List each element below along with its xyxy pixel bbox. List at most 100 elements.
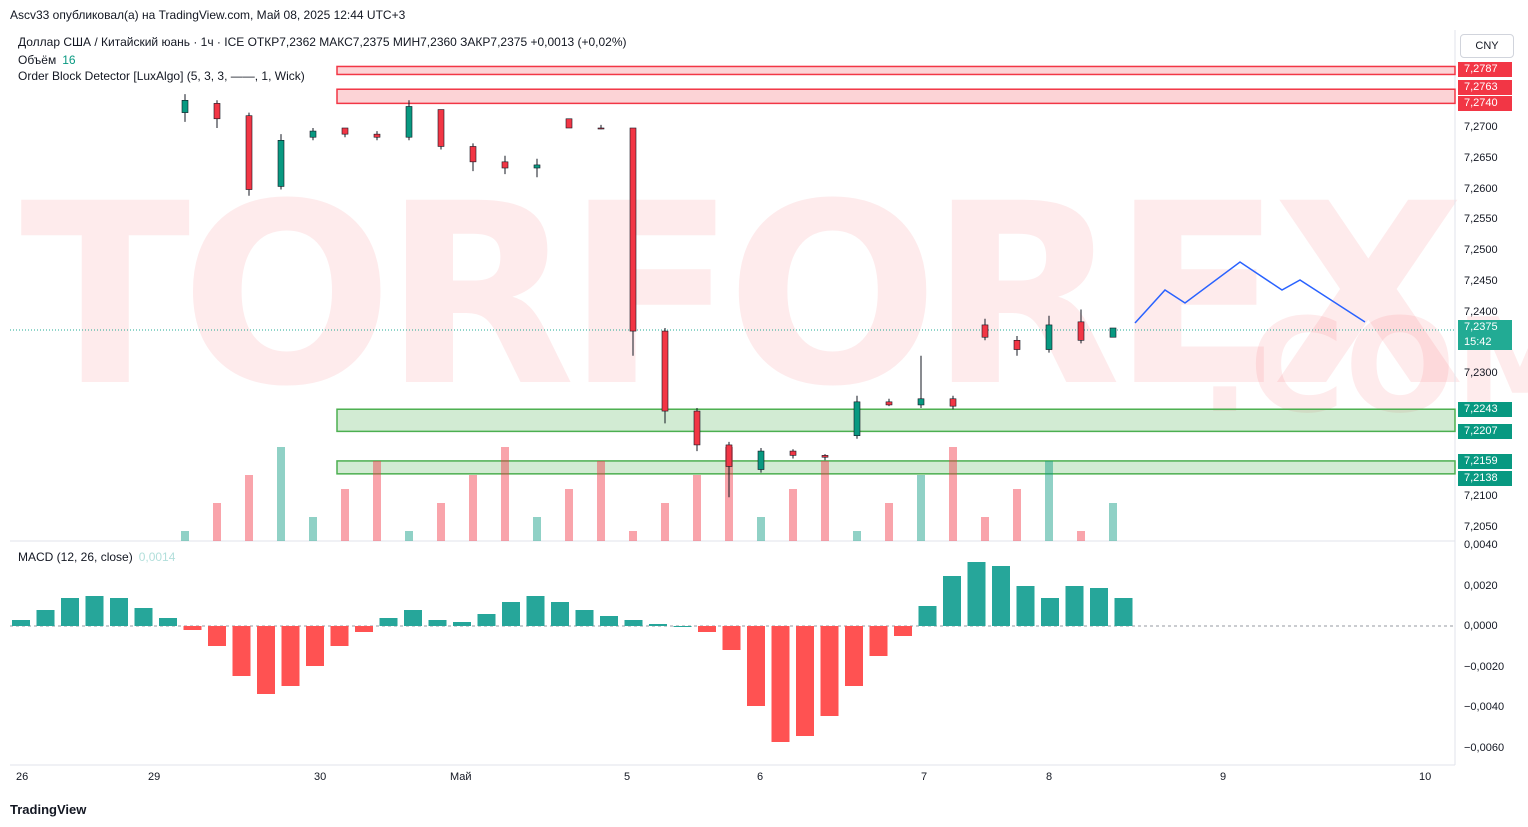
candle-body — [1109, 327, 1117, 338]
volume-bar — [1077, 531, 1085, 541]
macd-bar — [1065, 586, 1084, 626]
macd-tick: 0,0020 — [1464, 579, 1498, 592]
price-tag: 7,2138 — [1458, 471, 1512, 486]
volume-bar — [917, 475, 925, 541]
volume-bar — [789, 489, 797, 541]
price-tag: 7,2763 — [1458, 80, 1512, 95]
volume-bar — [1109, 503, 1117, 541]
macd-bar — [1041, 598, 1059, 626]
candle-body — [789, 450, 797, 456]
macd-bar — [551, 602, 569, 626]
macd-bar — [722, 626, 741, 650]
macd-bar — [869, 626, 888, 656]
macd-bar — [159, 618, 177, 626]
volume-bar — [501, 447, 509, 541]
price-tick: 7,2450 — [1464, 274, 1498, 287]
macd-bar — [943, 576, 961, 626]
candle-body — [181, 100, 189, 113]
macd-bar — [796, 626, 814, 736]
forecast-path — [1134, 261, 1366, 324]
volume-bar — [885, 503, 893, 541]
candle-body — [373, 133, 381, 138]
macd-bar — [649, 624, 667, 626]
volume-bar — [533, 517, 541, 541]
candle-body — [277, 140, 285, 187]
macd-bar — [379, 618, 398, 626]
macd-bar — [306, 626, 324, 666]
candle-body — [341, 127, 349, 135]
tradingview-logo[interactable]: TradingView — [10, 802, 87, 817]
candle-body — [917, 398, 925, 406]
macd-bar — [232, 626, 251, 676]
volume-bar — [757, 517, 765, 541]
time-tick: Май — [450, 771, 472, 783]
indicator-legend[interactable]: Order Block Detector [LuxAlgo] (5, 3, 3,… — [18, 69, 305, 83]
candle-body — [309, 130, 317, 138]
macd-bar — [918, 606, 937, 626]
time-tick: 8 — [1046, 771, 1053, 783]
candle-body — [981, 324, 989, 338]
macd-bar — [281, 626, 300, 686]
publisher-line: Ascv33 опубликовал(а) на TradingView.com… — [10, 8, 406, 22]
macd-bar — [624, 620, 643, 626]
volume-bar — [661, 503, 669, 541]
order-block — [336, 88, 1456, 105]
candle-body — [437, 109, 445, 147]
macd-bar — [85, 596, 104, 626]
macd-legend[interactable]: MACD (12, 26, close) 0,0014 — [18, 550, 176, 564]
macd-bar — [1016, 586, 1035, 626]
order-block — [336, 408, 1456, 433]
volume-bar — [1013, 489, 1021, 541]
volume-bar — [853, 531, 861, 541]
price-tick: 7,2100 — [1464, 490, 1498, 503]
candle-body — [1013, 340, 1021, 350]
time-tick: 30 — [314, 771, 327, 783]
macd-bar — [257, 626, 275, 694]
time-tick: 29 — [148, 771, 161, 783]
candle-body — [245, 115, 253, 190]
volume-bar — [981, 517, 989, 541]
macd-bar — [134, 608, 153, 626]
time-tick: 26 — [16, 771, 29, 783]
currency-button[interactable]: CNY — [1460, 34, 1514, 58]
candle-body — [533, 164, 541, 169]
price-tick: 7,2050 — [1464, 521, 1498, 533]
order-block — [336, 460, 1456, 475]
candle-body — [661, 330, 669, 412]
macd-bar — [502, 602, 520, 626]
price-tick: 7,2400 — [1464, 305, 1498, 318]
volume-legend[interactable]: Объём 16 — [18, 53, 76, 67]
candle-body — [1045, 324, 1053, 350]
macd-bar — [355, 626, 373, 632]
macd-tick: −0,0040 — [1464, 701, 1505, 713]
candle-body — [405, 106, 413, 138]
volume-bar — [213, 503, 221, 541]
candle-body — [821, 455, 829, 458]
price-tag: 7,2375 — [1458, 320, 1512, 335]
volume-bar — [629, 531, 637, 541]
symbol-legend[interactable]: Доллар США / Китайский юань · 1ч · ICE О… — [18, 35, 627, 49]
macd-bar — [208, 626, 226, 646]
price-tag: 7,2207 — [1458, 424, 1512, 439]
volume-bar — [245, 475, 253, 541]
macd-tick: 0,0040 — [1464, 539, 1498, 551]
candle-body — [757, 450, 765, 470]
price-tick: 7,2600 — [1464, 182, 1498, 195]
volume-bar — [405, 531, 413, 541]
macd-bar — [992, 566, 1010, 626]
price-tick: 7,2650 — [1464, 151, 1498, 164]
price-tag: 7,2243 — [1458, 402, 1512, 417]
order-block — [336, 65, 1456, 76]
macd-bar — [1114, 598, 1133, 626]
price-tag: 7,2787 — [1458, 62, 1512, 77]
candle-body — [501, 161, 509, 169]
macd-bar — [110, 598, 128, 626]
volume-bar — [693, 475, 701, 541]
candle-body — [693, 410, 701, 446]
macd-bar — [526, 596, 545, 626]
candle-body — [565, 118, 573, 129]
candle-body — [1077, 321, 1085, 341]
volume-bar — [565, 489, 573, 541]
macd-bar — [404, 610, 422, 626]
